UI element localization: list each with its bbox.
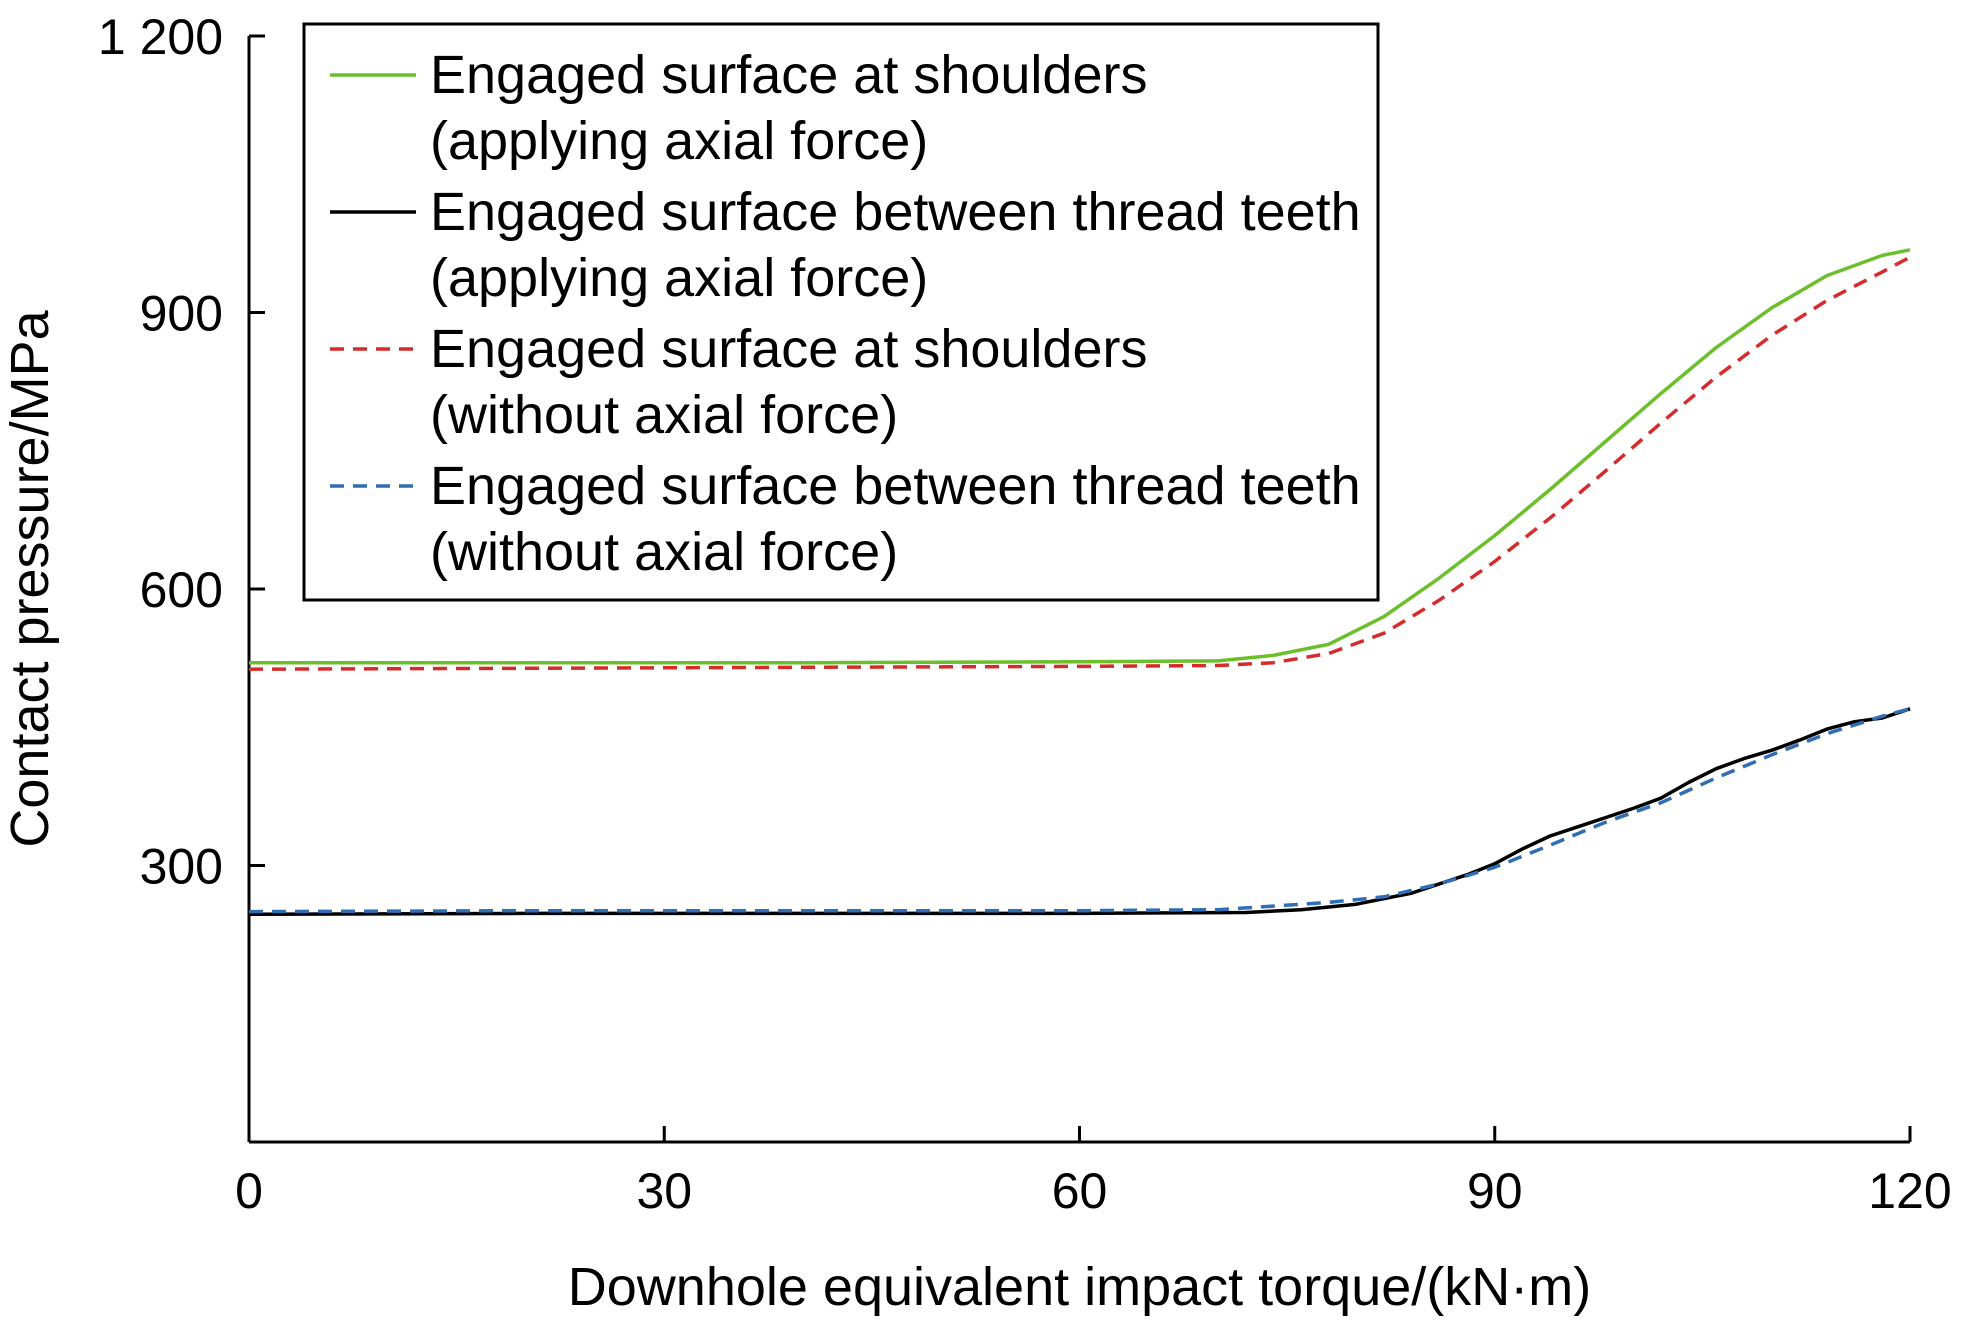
series-line-1 — [249, 248, 1911, 665]
legend-entry-1-line-2: (applying axial force) — [430, 111, 928, 171]
y-tick-label: 900 — [140, 286, 223, 342]
legend-entry-2-line-1: Engaged surface between thread teeth — [430, 182, 1361, 242]
legend-entry-4-line-1: Engaged surface between thread teeth — [430, 456, 1361, 516]
x-tick-label: 120 — [1868, 1163, 1951, 1219]
legend-entry-3-line-1: Engaged surface at shoulders — [430, 319, 1147, 379]
legend-box — [302, 22, 1380, 602]
plot-area: 0 30 60 90 120 300 600 900 1 200 — [98, 9, 1952, 1219]
series-lines — [248, 248, 1911, 917]
legend-entry-2-line-2: (applying axial force) — [430, 248, 928, 308]
legend: Engaged surface at shoulders(applying ax… — [302, 22, 1380, 602]
y-ticks: 300 600 900 1 200 — [98, 9, 265, 895]
y-axis-label: Contact pressure/MPa — [0, 309, 60, 847]
y-tick-label: 1 200 — [98, 9, 223, 65]
x-tick-label: 0 — [235, 1163, 263, 1219]
x-tick-label: 90 — [1467, 1163, 1523, 1219]
y-tick-label: 600 — [140, 562, 223, 618]
legend-entry-3-line-2: (without axial force) — [430, 385, 898, 445]
series-line-2 — [248, 707, 1911, 917]
x-tick-label: 60 — [1052, 1163, 1108, 1219]
series-line-4 — [248, 707, 1911, 914]
y-tick-label: 300 — [140, 839, 223, 895]
legend-entry-1-line-1: Engaged surface at shoulders — [430, 45, 1147, 105]
x-axis-label: Downhole equivalent impact torque/(kN·m) — [568, 1257, 1591, 1317]
series-line-3 — [248, 255, 1911, 671]
x-ticks: 0 30 60 90 120 — [235, 1126, 1952, 1219]
x-tick-label: 30 — [636, 1163, 692, 1219]
legend-entry-4-line-2: (without axial force) — [430, 522, 898, 582]
